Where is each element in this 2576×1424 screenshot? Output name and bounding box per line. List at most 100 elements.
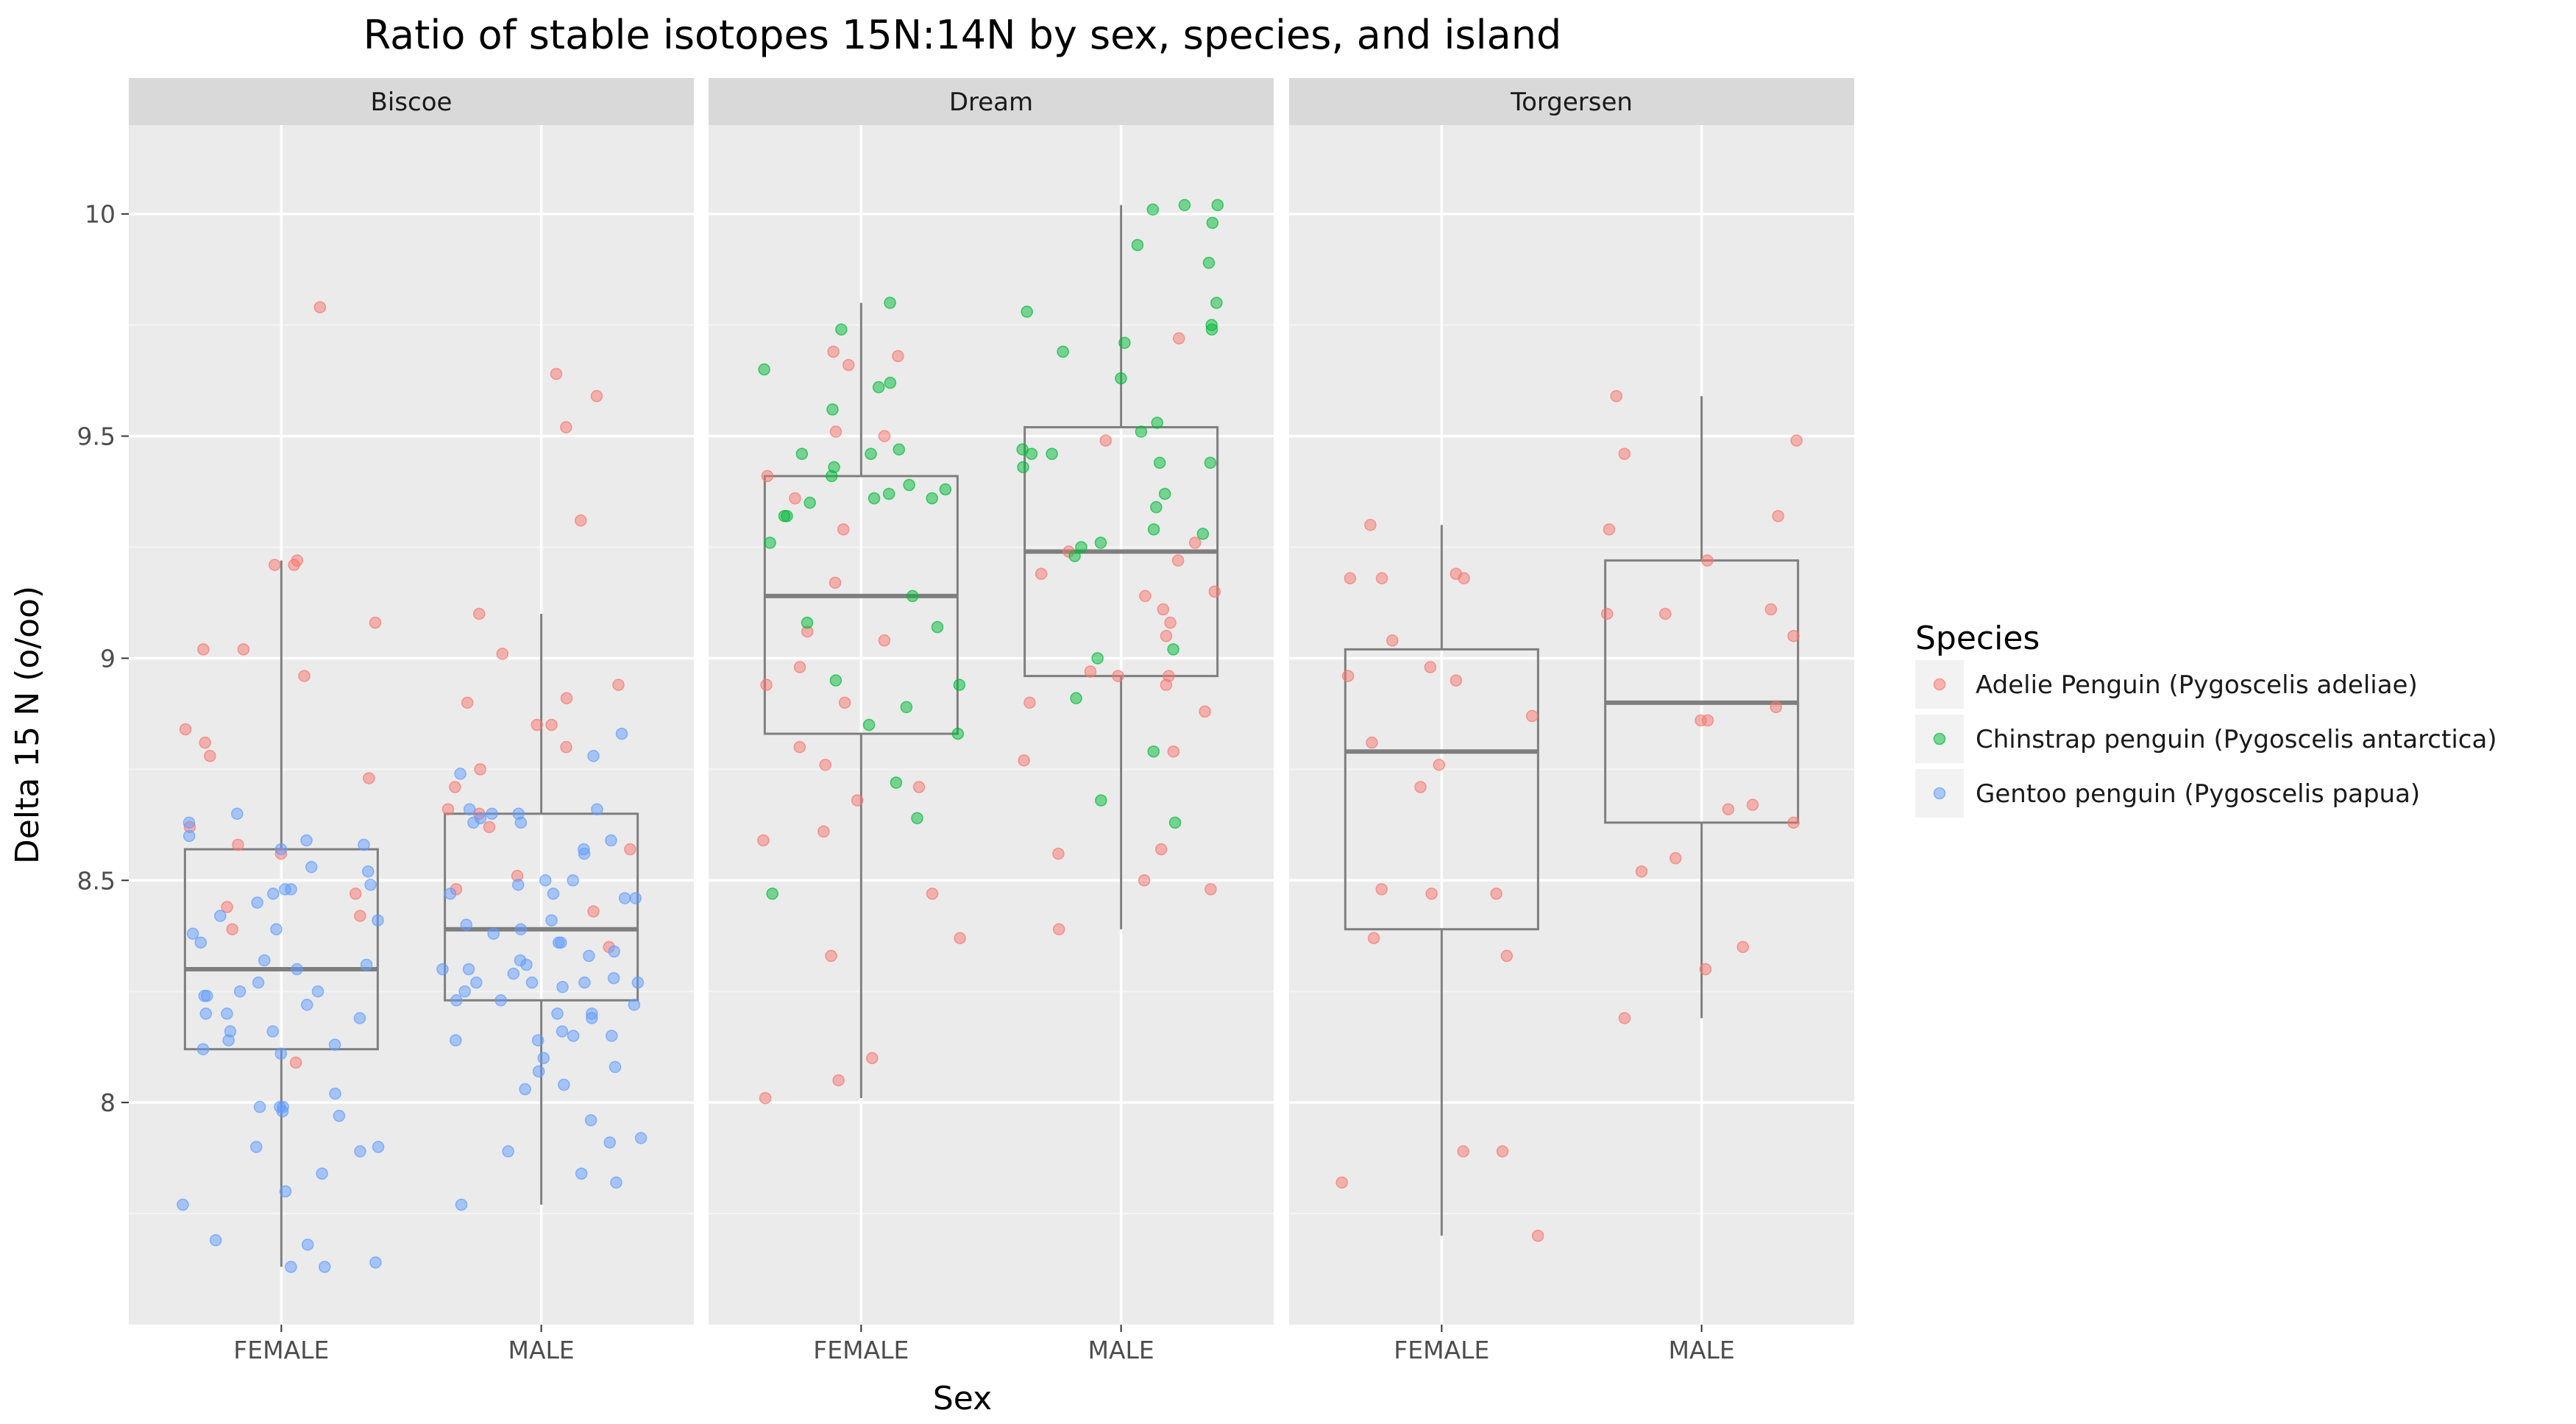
facet-panel-torgersen: Torgersen FEMALE MALE (1289, 78, 1854, 1364)
data-point (912, 781, 926, 793)
data-point (764, 536, 776, 549)
data-point (319, 1261, 331, 1273)
data-point (1160, 630, 1173, 642)
data-point (1206, 216, 1219, 230)
data-point (1433, 759, 1445, 771)
data-point (629, 892, 642, 904)
data-point (360, 958, 373, 971)
data-point (1168, 816, 1182, 829)
data-point (575, 1167, 588, 1180)
data-point (472, 607, 486, 620)
x-tick-label: FEMALE (813, 1336, 909, 1364)
data-point (251, 896, 263, 909)
data-point (274, 843, 288, 856)
x-tick-label: FEMALE (1394, 1336, 1489, 1364)
points-dream-male (1018, 332, 1221, 935)
facet-strip (1289, 78, 1854, 125)
data-point (608, 945, 620, 958)
data-point (954, 932, 966, 945)
data-point (634, 1132, 647, 1144)
data-point (1202, 256, 1216, 269)
data-point (253, 1100, 266, 1113)
data-point (586, 1007, 598, 1020)
data-point (274, 1047, 288, 1060)
data-point (584, 1114, 597, 1127)
data-point (826, 403, 839, 416)
points-dream-female (758, 297, 966, 900)
data-point (828, 576, 842, 589)
data-point (1147, 745, 1160, 758)
data-point (300, 834, 313, 847)
data-point (760, 679, 773, 691)
data-point (1094, 536, 1107, 549)
data-point (1764, 603, 1778, 616)
data-point (1618, 447, 1631, 460)
data-point (441, 803, 455, 815)
data-point (333, 1110, 346, 1122)
data-point (827, 345, 840, 358)
data-point (1386, 634, 1399, 647)
data-point (362, 865, 375, 878)
data-point (560, 692, 573, 705)
data-point (1457, 1145, 1469, 1158)
data-point (1770, 701, 1782, 714)
y-tick-label: 10 (85, 200, 116, 229)
data-point (1178, 199, 1191, 211)
data-point (884, 297, 896, 309)
data-point (911, 812, 923, 825)
x-tick-label: MALE (508, 1336, 574, 1364)
data-point (199, 1007, 213, 1020)
data-point (182, 816, 196, 829)
data-point (1204, 883, 1217, 896)
data-point (951, 727, 965, 740)
data-point (838, 696, 851, 709)
data-point (878, 634, 891, 647)
data-point (274, 1100, 286, 1113)
data-point (1150, 500, 1163, 514)
y-tick-label: 8.5 (77, 866, 116, 895)
data-point (226, 923, 238, 935)
y-tick-label: 9 (100, 644, 116, 673)
data-point (893, 443, 906, 456)
data-point (209, 1234, 222, 1247)
data-point (624, 843, 636, 856)
facet-panel-dream: Dream FEMALE MALE (709, 78, 1274, 1364)
data-point (1525, 709, 1539, 723)
data-point (1496, 1145, 1509, 1158)
data-point (1335, 1176, 1348, 1189)
data-point (817, 825, 830, 838)
data-point (1021, 305, 1033, 318)
data-point (1068, 550, 1081, 562)
data-point (605, 834, 617, 847)
data-point (1095, 794, 1107, 807)
data-point (182, 829, 196, 843)
data-point (1023, 696, 1036, 709)
data-point (872, 380, 885, 394)
data-point (363, 772, 375, 784)
data-point (1635, 865, 1648, 878)
data-point (258, 954, 271, 967)
data-point (507, 967, 520, 980)
data-point (795, 447, 809, 460)
data-point (1210, 297, 1223, 309)
data-point (862, 718, 876, 732)
data-point (587, 750, 600, 762)
data-point (615, 727, 628, 740)
data-point (865, 447, 877, 460)
points-biscoe-male (441, 367, 636, 954)
data-point (612, 679, 625, 691)
data-point (1610, 390, 1623, 403)
data-point (269, 559, 281, 571)
points-torgersen-male (1600, 390, 1803, 1024)
data-point (329, 1087, 341, 1100)
data-point (1450, 674, 1463, 687)
data-point (1204, 456, 1217, 470)
data-point (1366, 736, 1378, 749)
data-point (1153, 456, 1166, 470)
data-point (1160, 679, 1173, 691)
data-point (1618, 1012, 1631, 1024)
points-biscoe-male (436, 727, 647, 1211)
panel-background (1289, 125, 1854, 1325)
data-point (177, 1198, 189, 1211)
